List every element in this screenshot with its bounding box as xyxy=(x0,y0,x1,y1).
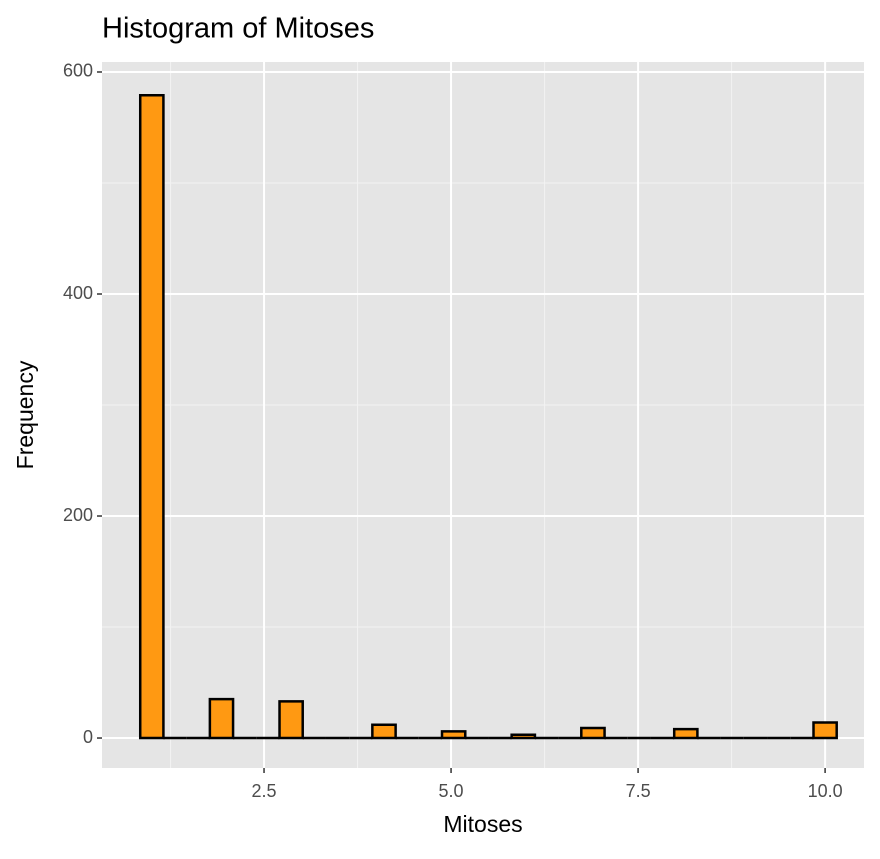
bar xyxy=(138,94,165,740)
bar xyxy=(510,733,537,740)
x-axis-label: Mitoses xyxy=(443,811,522,837)
y-axis-label: Frequency xyxy=(12,360,38,469)
bar xyxy=(812,721,838,740)
panel xyxy=(102,62,864,768)
x-tick-label: 7.5 xyxy=(626,781,651,801)
bar xyxy=(580,726,606,740)
bar xyxy=(672,727,699,740)
y-tick-label: 0 xyxy=(83,727,93,747)
chart-title: Histogram of Mitoses xyxy=(102,13,374,45)
y-tick-label: 600 xyxy=(63,61,93,81)
bar xyxy=(278,700,304,740)
bar xyxy=(371,723,397,740)
y-tick-label: 400 xyxy=(63,283,93,303)
x-tick-label: 5.0 xyxy=(439,781,464,801)
y-tick-label: 200 xyxy=(63,505,93,525)
bar xyxy=(208,697,235,740)
bar xyxy=(440,730,467,740)
x-tick-label: 2.5 xyxy=(252,781,277,801)
x-tick-label: 10.0 xyxy=(808,781,843,801)
